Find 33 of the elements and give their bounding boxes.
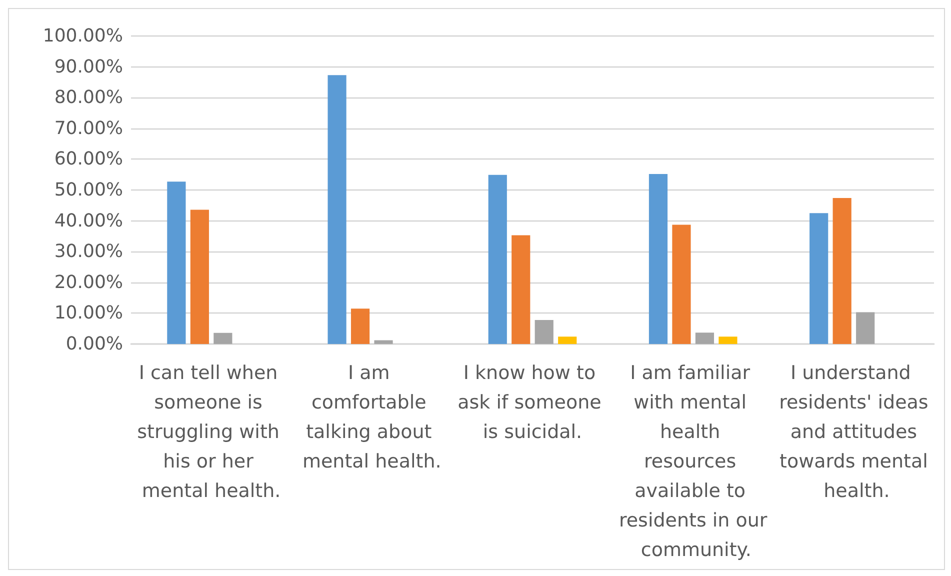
bar xyxy=(488,174,507,344)
y-tick-label: 30.00% xyxy=(54,241,123,262)
x-tick-label: I know how to ask if someone is suicidal. xyxy=(458,362,608,443)
bar xyxy=(374,340,393,344)
y-tick-label: 10.00% xyxy=(54,302,123,324)
y-tick-label: 80.00% xyxy=(54,87,123,108)
bar xyxy=(214,332,232,344)
y-tick-label: 90.00% xyxy=(54,56,123,78)
bar xyxy=(832,198,852,344)
bar xyxy=(672,224,691,344)
y-tick-label: 60.00% xyxy=(54,148,123,170)
bar xyxy=(512,235,530,344)
y-tick-label: 40.00% xyxy=(54,210,123,232)
y-tick-label: 70.00% xyxy=(54,118,123,139)
x-tick-label: I understand residents' ideas and attitudes towards mental health. xyxy=(779,362,928,502)
y-tick-label: 20.00% xyxy=(54,272,123,293)
x-tick-label: I am comfortable talking about mental health. xyxy=(302,362,442,472)
bar xyxy=(328,75,346,344)
bar xyxy=(350,308,370,344)
y-tick-label: 50.00% xyxy=(54,180,123,200)
bar xyxy=(718,336,738,344)
y-tick-label: 0.00% xyxy=(66,334,123,354)
bar xyxy=(648,174,668,344)
bar xyxy=(558,336,577,344)
x-tick-label: I am familiar with mental health resources available to residents in our community. xyxy=(618,362,768,561)
bar xyxy=(695,332,714,344)
y-tick-label: 100.00% xyxy=(42,26,123,46)
x-tick-label: I can tell when someone is struggling with his or her mental health. xyxy=(137,362,286,502)
bar xyxy=(534,320,554,344)
bar xyxy=(810,213,828,344)
bar xyxy=(190,210,209,344)
bar xyxy=(167,182,186,344)
bar xyxy=(856,312,875,344)
